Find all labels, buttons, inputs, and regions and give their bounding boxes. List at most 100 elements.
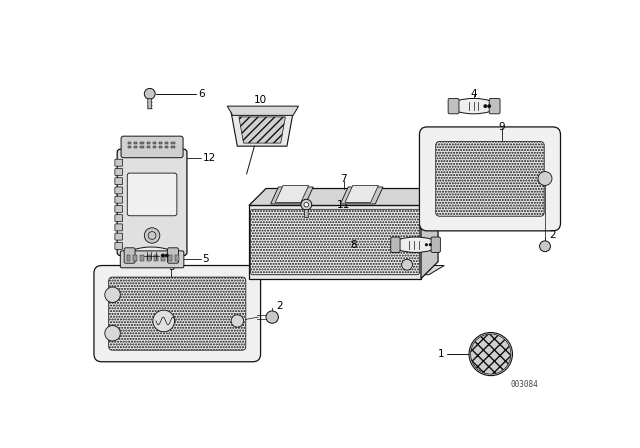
FancyBboxPatch shape [115,196,123,203]
Text: 2: 2 [550,230,556,241]
Circle shape [429,243,432,246]
Circle shape [105,326,120,341]
Circle shape [487,104,491,108]
FancyBboxPatch shape [115,168,123,176]
Text: 6: 6 [198,89,204,99]
FancyBboxPatch shape [115,233,123,240]
Bar [159,142,162,144]
Text: 4: 4 [470,89,477,99]
Bar [140,142,143,144]
Bar [134,255,138,261]
Ellipse shape [451,99,496,114]
Text: 8: 8 [350,240,356,250]
Bar [161,255,165,261]
FancyBboxPatch shape [115,224,123,231]
FancyBboxPatch shape [115,159,123,166]
Circle shape [153,310,175,332]
FancyBboxPatch shape [419,127,561,231]
Bar [140,255,145,261]
Polygon shape [340,187,383,204]
Circle shape [304,202,308,207]
FancyBboxPatch shape [127,173,177,216]
Bar [172,142,175,144]
Text: 003084: 003084 [510,380,538,389]
Bar [159,146,162,148]
Circle shape [469,332,513,375]
FancyBboxPatch shape [431,237,440,252]
FancyBboxPatch shape [448,99,459,114]
Text: 10: 10 [254,95,267,105]
Bar [175,255,179,261]
Text: 3: 3 [168,262,175,272]
Bar [147,142,150,144]
Polygon shape [239,117,285,143]
Polygon shape [227,106,298,116]
FancyBboxPatch shape [115,215,123,222]
FancyBboxPatch shape [124,248,135,263]
Bar [165,142,168,144]
FancyBboxPatch shape [109,277,246,350]
Bar [128,146,131,148]
FancyBboxPatch shape [168,248,179,263]
Bar [153,142,156,144]
Circle shape [538,172,552,185]
Bar [140,146,143,148]
FancyBboxPatch shape [489,99,500,114]
Polygon shape [241,266,444,275]
Ellipse shape [393,237,438,252]
Circle shape [105,287,120,302]
Circle shape [145,228,160,243]
Bar [147,255,151,261]
Polygon shape [271,187,313,204]
Circle shape [266,311,278,323]
FancyBboxPatch shape [115,187,123,194]
Bar [134,142,138,144]
Bar [134,146,138,148]
Polygon shape [231,112,293,146]
Text: 7: 7 [340,174,347,184]
FancyBboxPatch shape [120,251,184,268]
Polygon shape [249,189,438,206]
FancyBboxPatch shape [115,206,123,212]
Polygon shape [345,185,378,202]
Circle shape [161,254,165,258]
Bar [154,255,158,261]
Text: 9: 9 [499,122,505,132]
Polygon shape [421,189,438,279]
FancyBboxPatch shape [391,237,400,252]
Bar [127,255,131,261]
Bar [165,146,168,148]
FancyBboxPatch shape [436,142,544,216]
Bar [147,146,150,148]
Circle shape [540,241,550,252]
FancyBboxPatch shape [94,266,260,362]
FancyBboxPatch shape [148,99,152,109]
Circle shape [231,315,244,327]
Text: 1: 1 [438,349,444,359]
Bar [168,255,172,261]
Bar [153,146,156,148]
Text: 4: 4 [148,238,155,248]
Circle shape [402,259,412,270]
Text: 11: 11 [337,200,351,210]
Circle shape [470,334,511,374]
Polygon shape [275,185,308,202]
FancyBboxPatch shape [305,210,308,217]
FancyBboxPatch shape [115,242,123,250]
Text: 5: 5 [202,254,209,263]
Circle shape [301,199,312,210]
Circle shape [483,104,487,108]
FancyBboxPatch shape [117,149,187,255]
Text: 2: 2 [276,302,283,311]
FancyBboxPatch shape [115,178,123,185]
Polygon shape [249,206,421,279]
Circle shape [165,254,169,258]
Circle shape [145,88,155,99]
FancyBboxPatch shape [121,136,183,158]
Text: 12: 12 [202,154,216,164]
Bar [128,142,131,144]
Circle shape [425,243,428,246]
Ellipse shape [128,247,175,264]
FancyBboxPatch shape [250,209,419,275]
Bar [172,146,175,148]
